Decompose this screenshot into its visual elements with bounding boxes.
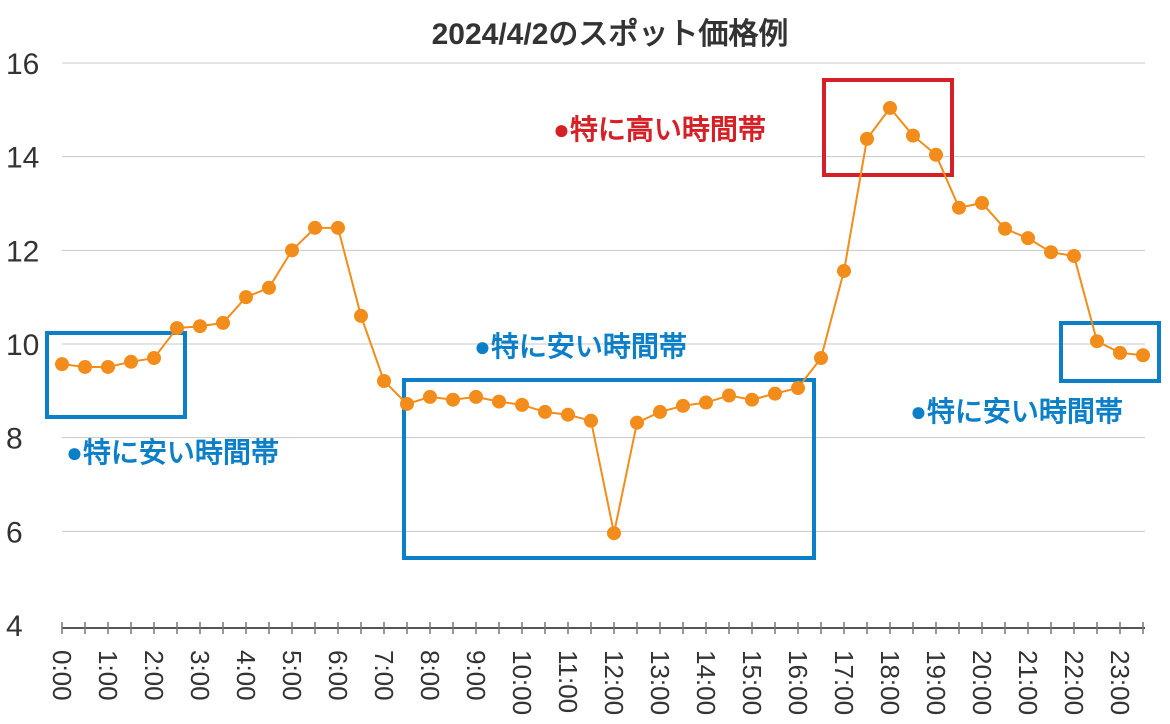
data-point — [1067, 248, 1081, 263]
data-point — [446, 392, 460, 407]
data-point — [1090, 334, 1104, 349]
data-point — [285, 243, 299, 258]
x-tick-label: 10:00 — [507, 650, 537, 715]
data-point — [561, 407, 575, 422]
data-point — [906, 128, 920, 143]
data-point — [78, 359, 92, 374]
x-tick-label: 1:00 — [93, 650, 123, 701]
x-tick-label: 21:00 — [1013, 650, 1043, 715]
data-point — [1136, 348, 1150, 363]
data-point — [837, 263, 851, 278]
x-tick-label: 11:00 — [553, 650, 583, 713]
x-tick-label: 0:00 — [47, 650, 77, 701]
y-tick-label: 14 — [6, 142, 39, 175]
data-point — [630, 415, 644, 430]
annotation-label: ●特に安い時間帯 — [474, 331, 687, 362]
data-point — [170, 321, 184, 336]
x-tick-label: 8:00 — [415, 650, 445, 701]
data-point — [929, 147, 943, 162]
x-tick-label: 4:00 — [231, 650, 261, 701]
data-point — [377, 373, 391, 388]
data-point — [400, 396, 414, 411]
data-point — [791, 381, 805, 396]
x-tick-label: 16:00 — [783, 650, 813, 715]
x-tick-label: 18:00 — [875, 650, 905, 715]
data-point — [492, 394, 506, 409]
data-point — [308, 220, 322, 235]
data-point — [883, 100, 897, 115]
data-point — [216, 315, 230, 330]
y-tick-label: 8 — [6, 423, 23, 456]
x-tick-label: 6:00 — [323, 650, 353, 701]
data-point — [193, 319, 207, 334]
y-tick-label: 16 — [6, 48, 39, 81]
data-point — [676, 398, 690, 413]
data-point — [584, 413, 598, 428]
data-point — [860, 131, 874, 146]
data-point — [745, 392, 759, 407]
chart-title: 2024/4/2のスポット価格例 — [432, 18, 789, 51]
annotation-label: ●特に高い時間帯 — [553, 114, 766, 145]
annotation-label: ●特に安い時間帯 — [66, 437, 279, 468]
y-tick-label: 4 — [6, 610, 23, 643]
highlight-box — [1059, 321, 1161, 383]
x-tick-label: 15:00 — [737, 650, 767, 715]
data-point — [975, 196, 989, 211]
x-tick-label: 13:00 — [645, 650, 675, 715]
data-point — [653, 404, 667, 419]
data-point — [607, 526, 621, 541]
x-tick-label: 9:00 — [461, 650, 491, 701]
data-point — [699, 395, 713, 410]
x-tick-label: 5:00 — [277, 650, 307, 701]
x-tick-label: 17:00 — [829, 650, 859, 715]
highlight-box — [402, 378, 816, 560]
data-point — [101, 359, 115, 374]
data-point — [354, 308, 368, 323]
x-tick-label: 22:00 — [1059, 650, 1089, 715]
x-tick-label: 20:00 — [967, 650, 997, 715]
data-point — [1113, 345, 1127, 360]
highlight-box — [45, 331, 187, 419]
annotation-label: ●特に安い時間帯 — [910, 396, 1123, 427]
data-point — [262, 280, 276, 295]
y-tick-label: 12 — [6, 235, 39, 268]
data-point — [768, 386, 782, 401]
data-point — [515, 397, 529, 412]
x-tick-label: 3:00 — [185, 650, 215, 701]
x-tick-label: 23:00 — [1105, 650, 1135, 715]
data-point — [55, 357, 69, 372]
data-point — [722, 388, 736, 403]
x-tick-label: 12:00 — [599, 650, 629, 715]
data-point — [331, 220, 345, 235]
data-point — [952, 200, 966, 215]
y-tick-label: 6 — [6, 516, 23, 549]
data-point — [1021, 231, 1035, 246]
data-point — [538, 404, 552, 419]
data-point — [469, 389, 483, 404]
x-tick-label: 14:00 — [691, 650, 721, 715]
highlight-box — [822, 78, 954, 177]
data-point — [147, 351, 161, 366]
data-point — [1044, 245, 1058, 260]
data-point — [423, 389, 437, 404]
data-point — [814, 351, 828, 366]
x-tick-label: 7:00 — [369, 650, 399, 701]
data-point — [998, 221, 1012, 236]
x-tick-label: 19:00 — [921, 650, 951, 715]
data-point — [124, 354, 138, 369]
x-tick-label: 2:00 — [139, 650, 169, 701]
y-tick-label: 10 — [6, 329, 39, 362]
data-point — [239, 290, 253, 305]
